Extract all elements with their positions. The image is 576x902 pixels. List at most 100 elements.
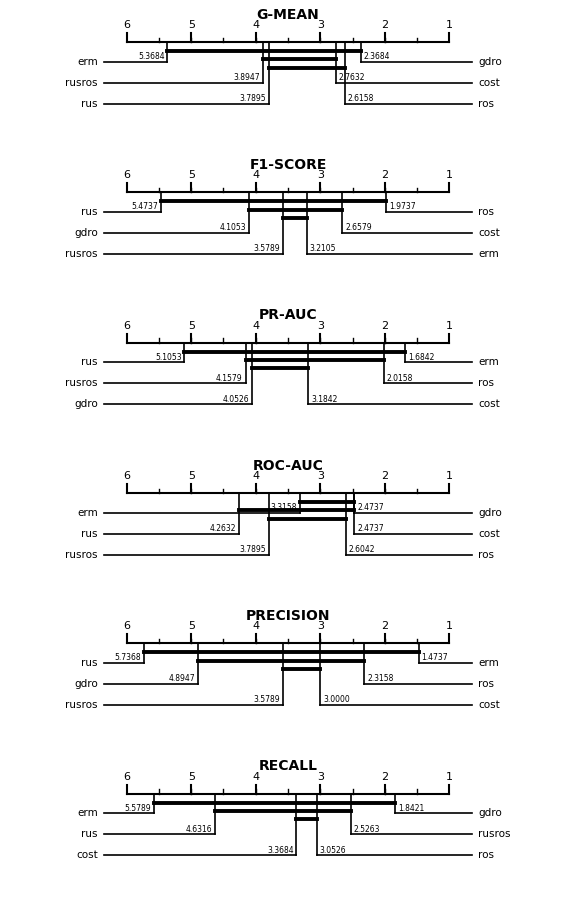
Text: gdro: gdro [478,808,502,818]
Text: 3: 3 [317,321,324,331]
Text: 3.3158: 3.3158 [271,503,297,512]
Text: 5: 5 [188,321,195,331]
Text: 1: 1 [446,621,453,631]
Text: rus: rus [81,829,98,840]
Text: gdro: gdro [478,57,502,67]
Text: 2.4737: 2.4737 [357,524,384,533]
Text: 6: 6 [123,772,130,782]
Text: 3.5789: 3.5789 [253,244,280,253]
Text: 5: 5 [188,471,195,481]
Text: cost: cost [478,78,500,87]
Text: PRECISION: PRECISION [246,609,330,623]
Text: 3: 3 [317,621,324,631]
Text: 4: 4 [252,321,259,331]
Text: PR-AUC: PR-AUC [259,308,317,322]
Text: 1: 1 [446,20,453,30]
Text: 2.5263: 2.5263 [354,824,380,833]
Text: 4.2632: 4.2632 [210,524,236,533]
Text: 1.8421: 1.8421 [398,804,424,813]
Text: 4: 4 [252,471,259,481]
Text: 6: 6 [123,321,130,331]
Text: 3: 3 [317,170,324,180]
Text: 2.4737: 2.4737 [357,503,384,512]
Text: rusros: rusros [66,249,98,259]
Text: ros: ros [478,679,494,689]
Text: 6: 6 [123,621,130,631]
Text: 5.1053: 5.1053 [155,353,181,362]
Text: ros: ros [478,378,494,389]
Text: 1.6842: 1.6842 [408,353,434,362]
Text: F1-SCORE: F1-SCORE [249,158,327,172]
Text: 5: 5 [188,621,195,631]
Text: 3.3684: 3.3684 [267,846,294,855]
Text: 5: 5 [188,772,195,782]
Text: 2.6579: 2.6579 [345,224,372,232]
Text: 6: 6 [123,20,130,30]
Text: erm: erm [77,508,98,518]
Text: 1: 1 [446,471,453,481]
Text: 4.6316: 4.6316 [185,824,212,833]
Text: gdro: gdro [74,400,98,410]
Text: gdro: gdro [74,228,98,238]
Text: 4: 4 [252,20,259,30]
Text: 2: 2 [381,621,388,631]
Text: cost: cost [478,529,500,538]
Text: 4.1579: 4.1579 [216,373,242,382]
Text: rusros: rusros [478,829,510,840]
Text: 3: 3 [317,772,324,782]
Text: rusros: rusros [66,549,98,560]
Text: 2.7632: 2.7632 [339,73,365,82]
Text: 5.3684: 5.3684 [138,52,165,61]
Text: G-MEAN: G-MEAN [257,7,319,22]
Text: 4.8947: 4.8947 [169,675,195,684]
Text: 4: 4 [252,772,259,782]
Text: 3.5789: 3.5789 [253,695,280,704]
Text: 5.4737: 5.4737 [131,202,158,211]
Text: 3.1842: 3.1842 [311,395,338,404]
Text: 2: 2 [381,471,388,481]
Text: 3.2105: 3.2105 [309,244,336,253]
Text: 6: 6 [123,471,130,481]
Text: rus: rus [81,207,98,217]
Text: 3: 3 [317,471,324,481]
Text: cost: cost [478,700,500,710]
Text: 2.3684: 2.3684 [364,52,391,61]
Text: 1: 1 [446,772,453,782]
Text: rusros: rusros [66,78,98,87]
Text: ros: ros [478,98,494,109]
Text: erm: erm [77,808,98,818]
Text: ROC-AUC: ROC-AUC [252,458,324,473]
Text: erm: erm [478,249,499,259]
Text: erm: erm [478,357,499,367]
Text: cost: cost [478,400,500,410]
Text: cost: cost [76,851,98,861]
Text: 1.9737: 1.9737 [389,202,416,211]
Text: rusros: rusros [66,700,98,710]
Text: 4: 4 [252,170,259,180]
Text: 5.7368: 5.7368 [114,653,141,662]
Text: 3.8947: 3.8947 [233,73,260,82]
Text: 3.7895: 3.7895 [240,545,267,554]
Text: 3.0000: 3.0000 [323,695,350,704]
Text: rusros: rusros [66,378,98,389]
Text: 2.0158: 2.0158 [386,373,413,382]
Text: 4: 4 [252,621,259,631]
Text: 3.7895: 3.7895 [240,94,267,103]
Text: 2: 2 [381,321,388,331]
Text: ros: ros [478,207,494,217]
Text: erm: erm [478,658,499,668]
Text: rus: rus [81,357,98,367]
Text: RECALL: RECALL [259,759,317,773]
Text: 1.4737: 1.4737 [422,653,448,662]
Text: 5: 5 [188,20,195,30]
Text: ros: ros [478,549,494,560]
Text: erm: erm [77,57,98,67]
Text: 2.6158: 2.6158 [348,94,374,103]
Text: gdro: gdro [478,508,502,518]
Text: 1: 1 [446,170,453,180]
Text: cost: cost [478,228,500,238]
Text: 1: 1 [446,321,453,331]
Text: rus: rus [81,658,98,668]
Text: rus: rus [81,529,98,538]
Text: 2: 2 [381,170,388,180]
